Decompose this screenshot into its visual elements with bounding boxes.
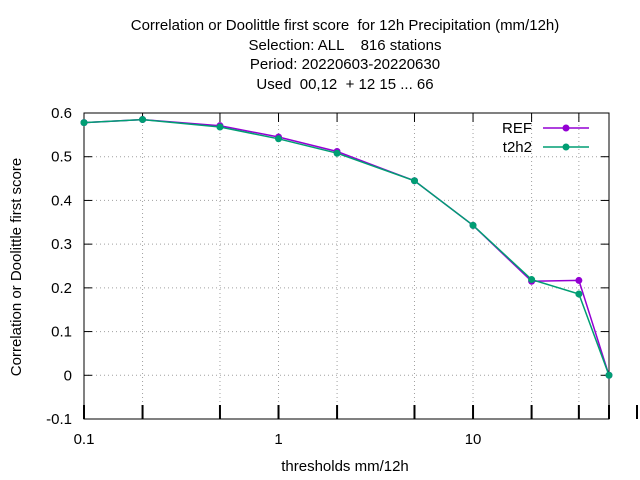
data-point — [80, 119, 88, 127]
y-tick-label: 0 — [64, 367, 72, 384]
y-tick-label: 0.1 — [51, 324, 72, 341]
data-point — [333, 149, 341, 157]
x-tick-label: 1 — [274, 431, 282, 448]
y-tick-label: 0.3 — [51, 236, 72, 253]
data-point — [528, 276, 536, 284]
title-line-3: Period: 20220603-20220630 — [249, 56, 441, 73]
y-tick-label: 0.6 — [51, 105, 72, 122]
data-point — [575, 290, 583, 298]
x-tick-label: 0.1 — [74, 431, 95, 448]
series-line — [83, 118, 610, 376]
plot-border — [83, 112, 610, 420]
x-axis-label: thresholds mm/12h — [281, 458, 409, 475]
data-point — [410, 177, 418, 185]
series-t2h2 — [80, 116, 613, 379]
series-REF — [80, 116, 613, 379]
title-line-2: Selection: ALL 816 stations — [248, 36, 442, 54]
legend-label: REF — [502, 120, 532, 137]
data-point — [575, 276, 583, 284]
title-line-1: Correlation or Doolittle first score for… — [130, 17, 560, 34]
series-layer — [80, 116, 613, 379]
y-axis-label: Correlation or Doolittle first score — [8, 158, 25, 376]
axes: -0.1 0 0.1 0.2 0.3 0.4 0.5 0.6 0.1 1 10 — [46, 105, 638, 448]
y-tick-label: 0.2 — [51, 280, 72, 297]
grid-lines — [84, 113, 609, 419]
y-tick-label: 0.5 — [51, 149, 72, 166]
legend-marker — [562, 143, 570, 151]
y-tick-label: 0.4 — [51, 192, 72, 209]
data-point — [216, 123, 224, 131]
legend-marker — [562, 124, 570, 132]
data-point — [139, 116, 147, 124]
chart-title: Correlation or Doolittle first score for… — [0, 16, 640, 94]
legend: REF t2h2 — [502, 120, 589, 156]
y-tick-label: -0.1 — [46, 411, 72, 428]
series-line — [83, 118, 610, 376]
data-point — [275, 135, 283, 143]
title-line-4: Used 00,12 + 12 15 ... 66 — [256, 75, 434, 93]
data-point — [469, 221, 477, 229]
x-tick-label: 10 — [465, 431, 482, 448]
legend-label: t2h2 — [503, 139, 532, 156]
data-point — [605, 371, 613, 379]
